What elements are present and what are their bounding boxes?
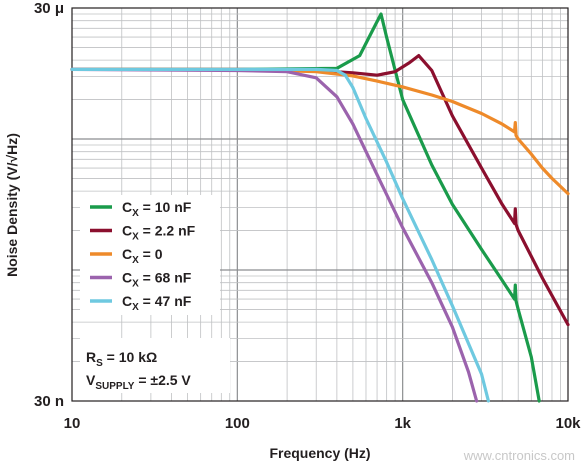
condition-label-1: VSUPPLY = ±2.5 V <box>86 372 191 392</box>
series-line-2 <box>70 67 570 196</box>
x-tick-label-1: 100 <box>225 415 250 432</box>
plot-frame <box>71 7 569 402</box>
condition-label-0: RS = 10 kΩ <box>86 349 157 369</box>
series-line-0 <box>70 12 541 403</box>
series-layer <box>70 12 570 403</box>
series-line-4 <box>70 67 490 403</box>
y-tick-label-1: 30 n <box>34 393 64 410</box>
x-tick-label-2: 1k <box>394 415 411 432</box>
x-tick-label-3: 10k <box>555 415 581 432</box>
legend-label-3: CX = 68 nF <box>122 270 192 290</box>
conditions-box: RS = 10 kΩ VSUPPLY = ±2.5 V <box>80 338 230 393</box>
x-axis-label: Frequency (Hz) <box>269 445 370 461</box>
y-tick-labels: 30 μ 30 n <box>34 0 64 410</box>
legend: CX = 10 nF CX = 2.2 nF CX = 0 CX = 68 nF CX … <box>80 195 220 315</box>
y-axis-label: Noise Density (V/√Hz) <box>4 133 20 277</box>
conditions-background <box>80 338 230 393</box>
legend-label-1: CX = 2.2 nF <box>122 223 196 243</box>
legend-label-4: CX = 47 nF <box>122 293 192 313</box>
x-tick-label-0: 10 <box>64 415 81 432</box>
watermark: www.cntronics.com <box>463 448 575 463</box>
series-line-3 <box>70 67 479 403</box>
series-line-1 <box>70 54 570 327</box>
y-tick-label-0: 30 μ <box>34 0 64 17</box>
legend-label-0: CX = 10 nF <box>122 199 192 219</box>
x-tick-labels: 10 100 1k 10k <box>64 415 582 432</box>
legend-label-2: CX = 0 <box>122 246 163 266</box>
